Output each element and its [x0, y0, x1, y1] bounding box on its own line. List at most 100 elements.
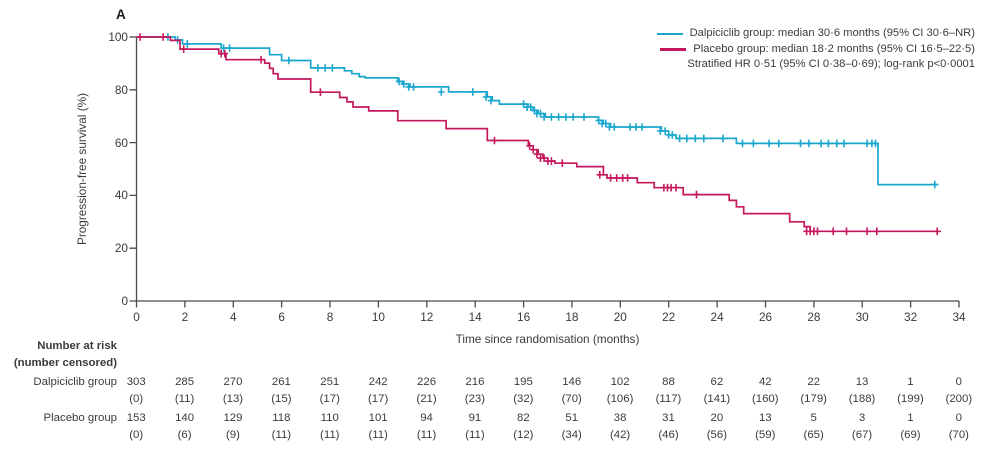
at-risk-cell: 1 [907, 376, 914, 388]
at-risk-cell: (23) [464, 392, 486, 405]
at-risk-cell: (141) [703, 392, 731, 405]
x-tick-label: 14 [468, 310, 482, 324]
x-tick-label: 16 [517, 310, 531, 324]
at-risk-cell: 22 [807, 376, 820, 388]
x-axis-title: Time since randomisation (months) [455, 332, 640, 346]
y-tick-label: 0 [121, 294, 128, 308]
at-risk-cell: 51 [565, 412, 579, 424]
at-risk-cell: 38 [613, 412, 627, 424]
placebo-line-swatch [660, 48, 687, 51]
at-risk-cell: (11) [174, 392, 195, 405]
censored-count-row-dalpiciclib: (0) (11) (13) (15) (17) (17) (21) (23) (32) (70) (… [112, 393, 982, 406]
legend-item-placebo: Placebo group: median 18·2 months (95% C… [657, 42, 975, 58]
at-risk-cell: (70) [561, 392, 582, 405]
at-risk-cell: 140 [175, 412, 195, 424]
axes [129, 36, 960, 308]
dalpiciclib-line-swatch [656, 32, 683, 35]
at-risk-cell: (17) [368, 392, 389, 405]
at-risk-cell: (117) [655, 392, 682, 405]
y-tick-label: 60 [114, 135, 128, 150]
y-tick-label: 40 [114, 188, 128, 203]
at-risk-cell: (13) [222, 392, 244, 405]
x-tick-label: 12 [420, 310, 434, 324]
at-risk-cell: 13 [758, 412, 772, 424]
censored-count-row-placebo: (0) (6) (9) (11) (11) (11) (11) (11) (12) (34) (42… [112, 429, 982, 442]
at-risk-cell: 226 [417, 376, 437, 388]
legend-note: Stratified HR 0·51 (95% CI 0·38–0·69); l… [687, 58, 975, 71]
at-risk-cell: (11) [465, 428, 485, 441]
at-risk-cell: (17) [319, 392, 340, 405]
at-risk-cell: (12) [513, 428, 534, 441]
legend-item-dalpiciclib: Dalpiciclib group: median 30·6 months (9… [656, 26, 975, 42]
at-risk-cell: (21) [416, 392, 437, 405]
censor-marks-placebo [136, 33, 941, 236]
at-risk-count-row-placebo: 153 140 129 118 110 101 94 91 82 51 38 31 20 13 5 3 1 0 [112, 412, 982, 425]
at-risk-cell: (11) [320, 428, 340, 441]
at-risk-cell: 31 [662, 412, 675, 424]
y-axis-title: Progression-free survival (%) [75, 92, 89, 246]
at-risk-cell: 0 [955, 376, 962, 388]
x-tick-label: 30 [855, 310, 869, 324]
at-risk-cell: 20 [710, 412, 724, 424]
at-risk-cell: 0 [955, 412, 962, 424]
at-risk-cell: (15) [271, 392, 292, 405]
at-risk-cell: (160) [751, 392, 779, 405]
at-risk-cell: 82 [516, 412, 530, 424]
at-risk-cell: 251 [320, 376, 340, 388]
at-risk-cell: 195 [513, 376, 533, 388]
at-risk-cell: (32) [513, 392, 534, 405]
at-risk-cell: 42 [758, 376, 772, 388]
at-risk-cell: 13 [855, 376, 869, 388]
x-tick-label: 32 [904, 310, 918, 324]
at-risk-cell: 3 [858, 412, 866, 424]
at-risk-cell: (67) [851, 428, 873, 441]
at-risk-cell: 118 [272, 412, 291, 424]
x-tick-label: 20 [613, 310, 627, 324]
x-tick-label: 34 [952, 310, 966, 324]
at-risk-row-label-dalpiciclib: Dalpiciclib group [33, 376, 117, 388]
at-risk-cell: (70) [948, 428, 969, 441]
at-risk-cell: 110 [320, 412, 339, 424]
at-risk-cell: (11) [416, 428, 437, 441]
at-risk-cell: (59) [755, 428, 776, 441]
at-risk-header: Number at risk [37, 340, 117, 352]
at-risk-cell: 1 [907, 412, 914, 424]
at-risk-cell: (9) [226, 428, 240, 441]
at-risk-cell: (0) [129, 428, 144, 441]
at-risk-cell: (11) [368, 428, 388, 441]
at-risk-cell: 303 [126, 376, 146, 388]
at-risk-cell: (0) [129, 392, 144, 405]
at-risk-cell: 88 [662, 376, 675, 388]
y-tick-label: 100 [108, 30, 128, 44]
at-risk-cell: 62 [710, 376, 724, 388]
y-tick-label: 80 [114, 82, 128, 97]
legend-label-placebo: Placebo group: median 18·2 months (95% C… [693, 42, 975, 55]
at-risk-cell: 153 [126, 412, 146, 424]
at-risk-cell: (188) [848, 392, 876, 405]
at-risk-cell: 216 [465, 376, 485, 388]
x-tick-label: 0 [133, 310, 140, 324]
y-tick-label: 20 [114, 241, 128, 256]
x-tick-label: 24 [710, 310, 724, 324]
x-tick-label: 18 [565, 310, 579, 324]
at-risk-cell: 285 [175, 376, 195, 388]
at-risk-cell: (6) [177, 428, 192, 441]
at-risk-cell: 94 [420, 412, 433, 424]
at-risk-cell: (46) [658, 428, 679, 441]
at-risk-cell: (199) [897, 392, 924, 405]
at-risk-count-row-dalpiciclib: 303 285 270 261 251 242 226 216 195 146 102 88 62 42 2… [112, 376, 982, 389]
panel-label: A [116, 7, 126, 22]
at-risk-cell: (11) [271, 428, 292, 441]
x-tick-label: 26 [758, 310, 773, 324]
at-risk-cell: 129 [223, 412, 243, 424]
at-risk-row-label-placebo: Placebo group [43, 412, 117, 424]
at-risk-cell: (69) [900, 428, 921, 441]
at-risk-cell: 261 [271, 376, 291, 388]
at-risk-cell: 91 [468, 412, 482, 424]
at-risk-cell: 146 [562, 376, 582, 388]
at-risk-cell: 242 [368, 376, 388, 388]
x-tick-label: 2 [181, 310, 189, 324]
at-risk-cell: (34) [561, 428, 582, 441]
